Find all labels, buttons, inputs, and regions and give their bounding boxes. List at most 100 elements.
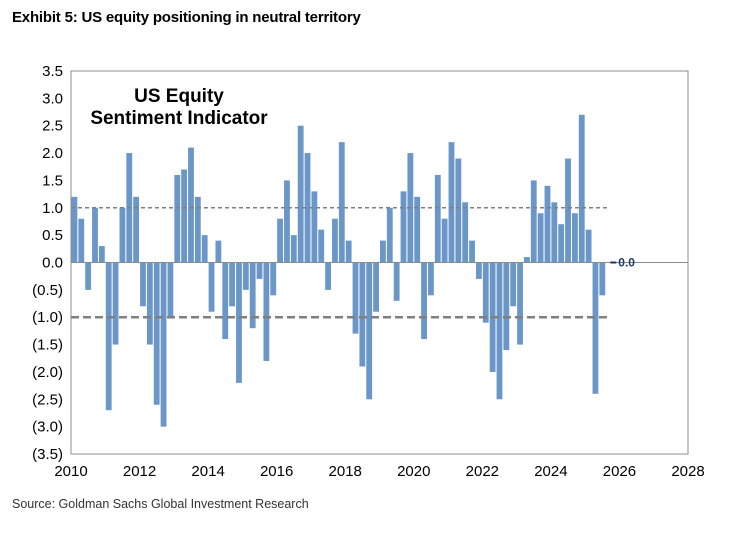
series-bar [256, 262, 263, 279]
y-tick-label: 2.0 [42, 145, 63, 162]
series-bar [469, 240, 475, 263]
callout-label: 0.0 [618, 256, 635, 270]
y-tick-label: (0.5) [32, 282, 63, 299]
series-bar [249, 262, 256, 329]
series-bar [208, 262, 215, 312]
y-tick-label: 0.5 [42, 227, 63, 244]
series-bar [599, 262, 606, 296]
series-bar [565, 158, 571, 263]
y-tick-label: 1.5 [42, 172, 63, 189]
series-bar [434, 174, 441, 263]
y-tick-label: 0.0 [42, 255, 63, 272]
x-tick-label: 2018 [329, 463, 362, 480]
series-bar [133, 196, 140, 263]
series-bar [98, 246, 105, 263]
y-tick-label: (1.0) [32, 309, 63, 326]
y-tick-label: (2.0) [32, 364, 63, 381]
series-bar [71, 196, 78, 263]
y-tick-labels: 3.5 3.0 2.5 2.0 1.5 1.0 0.5 0.0 (0.5) (1.0) (1.5) (… [32, 63, 63, 463]
source-note: Source: Goldman Sachs Global Investment … [12, 497, 309, 511]
series-bar [380, 240, 386, 263]
series-bar [277, 218, 284, 263]
latest-value-callout: 0.0 [610, 256, 635, 270]
series-bar [140, 262, 146, 307]
y-tick-label: (3.5) [32, 446, 63, 463]
series-bar [284, 180, 290, 263]
series-bar [578, 114, 585, 263]
y-tick-label: 1.0 [42, 200, 63, 217]
x-tick-label: 2012 [123, 463, 156, 480]
series-bar [297, 125, 304, 263]
series-bar [482, 262, 489, 323]
series-bar [537, 213, 544, 263]
series-bar [112, 262, 119, 345]
x-tick-label: 2014 [191, 463, 224, 480]
series-bars [71, 114, 606, 427]
series-bar [270, 262, 277, 296]
series-bar [462, 202, 469, 263]
series-bar [325, 262, 331, 290]
series-bar [496, 262, 503, 400]
series-bar [551, 202, 558, 263]
series-bar [229, 262, 236, 307]
series-bar [530, 180, 537, 263]
series-bar [414, 196, 421, 263]
series-bar [517, 262, 523, 345]
series-bar [181, 169, 188, 263]
series-bar [366, 262, 373, 400]
series-bar [78, 218, 85, 263]
chart-title-line: Sentiment Indicator [90, 108, 268, 129]
x-tick-label: 2022 [466, 463, 499, 480]
series-bar [85, 262, 92, 290]
series-bar [92, 207, 98, 263]
series-bar [373, 262, 379, 312]
series-bar [400, 191, 407, 263]
series-bar [215, 240, 222, 263]
series-bar [174, 174, 181, 263]
series-bar [153, 262, 160, 405]
series-bar [146, 262, 153, 345]
x-tick-label: 2016 [260, 463, 293, 480]
x-tick-label: 2026 [603, 463, 636, 480]
series-bar [592, 262, 599, 394]
series-bar [242, 262, 249, 290]
series-bar [455, 158, 462, 263]
series-bar [194, 196, 201, 263]
series-bar [222, 262, 229, 340]
series-bar [332, 218, 338, 263]
series-bar [263, 262, 270, 361]
series-bar [345, 240, 352, 263]
series-bar [544, 185, 551, 263]
series-bar [571, 213, 578, 263]
reference-lines [71, 207, 610, 319]
series-bar [201, 235, 208, 263]
series-bar [290, 235, 297, 263]
series-bar [236, 262, 242, 383]
series-bar [523, 257, 530, 263]
x-tick-label: 2020 [397, 463, 430, 480]
exhibit-title: Exhibit 5: US equity positioning in neut… [12, 9, 361, 26]
series-bar [311, 191, 318, 263]
y-tick-label: (3.0) [32, 419, 63, 436]
series-bar [503, 262, 510, 351]
series-bar [428, 262, 434, 296]
series-bar [386, 207, 393, 263]
y-tick-label: (2.5) [32, 391, 63, 408]
series-bar [188, 147, 194, 263]
chart-title-line: US Equity [134, 86, 224, 107]
series-bar [475, 262, 482, 279]
x-tick-label: 2024 [534, 463, 567, 480]
y-tick-label: (1.5) [32, 337, 63, 354]
series-bar [558, 224, 565, 263]
series-bar [585, 229, 592, 263]
x-tick-labels: 2010 2012 2014 2016 2018 2020 2022 2024 2026 2028 [54, 463, 704, 480]
series-bar [352, 262, 359, 334]
x-tick-label: 2010 [54, 463, 87, 480]
series-bar [421, 262, 427, 340]
series-bar [510, 262, 517, 307]
series-bar [338, 142, 345, 263]
series-bar [119, 207, 126, 263]
x-tick-label: 2028 [671, 463, 704, 480]
